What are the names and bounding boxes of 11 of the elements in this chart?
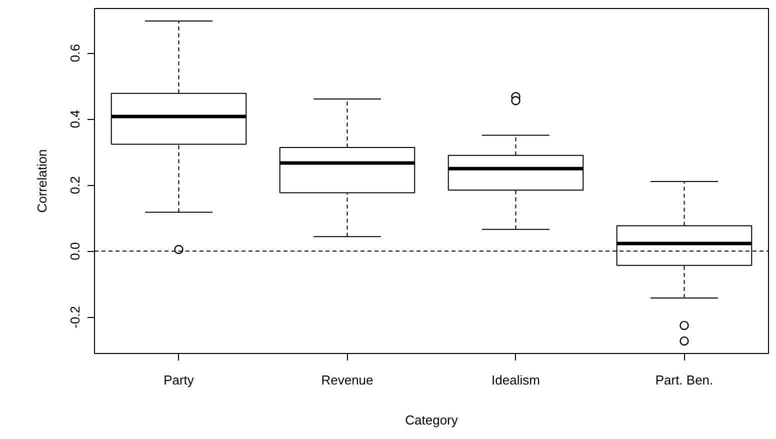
x-tick-label: Part. Ben. <box>655 372 714 388</box>
y-tick-label: 0.0 <box>68 242 82 260</box>
y-tick-label: 0.2 <box>68 176 82 194</box>
y-tick-label: 0.6 <box>68 44 82 62</box>
y-tick-label: 0.4 <box>68 110 82 128</box>
y-axis-title: Correlation <box>34 149 50 213</box>
x-axis-title: Category <box>405 412 458 428</box>
x-tick-label: Revenue <box>321 372 374 388</box>
x-tick-label: Party <box>164 372 194 388</box>
x-tick-label: Idealism <box>492 372 540 388</box>
y-tick-label: -0.2 <box>68 306 82 328</box>
